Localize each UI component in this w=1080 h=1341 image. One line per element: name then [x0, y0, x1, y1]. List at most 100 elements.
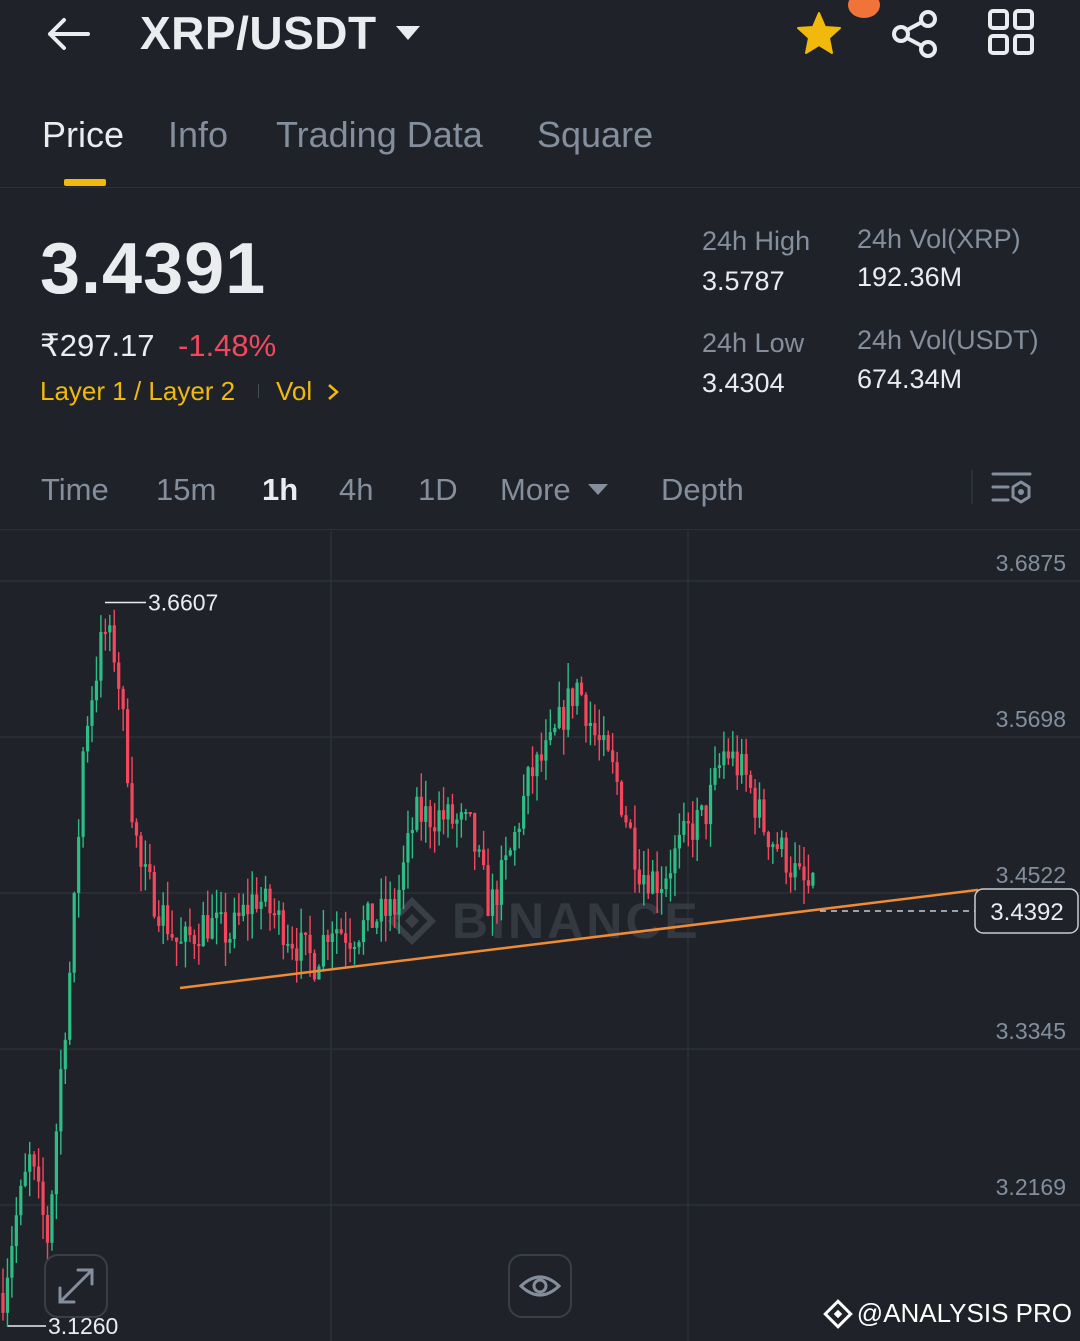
vol-base-value: 192.36M: [857, 262, 963, 292]
tab-price[interactable]: Price: [42, 114, 125, 155]
candle-up: [63, 1032, 67, 1085]
candle-down: [206, 890, 210, 943]
candle-down: [784, 832, 788, 885]
candle-body: [384, 898, 388, 916]
candle-body: [317, 966, 321, 980]
candle-body: [5, 1277, 10, 1313]
favorite-button[interactable]: [792, 8, 846, 62]
candle-up: [335, 911, 339, 954]
candle-up: [401, 845, 406, 910]
grid-icon: [988, 9, 1034, 55]
interval-4h[interactable]: 4h: [339, 472, 374, 507]
candle-body: [811, 872, 815, 886]
candle-body: [495, 889, 499, 905]
candle-body: [148, 864, 152, 873]
chart-settings-button[interactable]: [990, 468, 1036, 510]
interval-time[interactable]: Time: [41, 472, 109, 507]
candle-down: [370, 903, 374, 929]
candle-up: [553, 723, 557, 736]
candle-body: [366, 903, 370, 921]
candle-body: [299, 932, 303, 961]
candle-up: [673, 835, 677, 897]
candle-body: [686, 821, 690, 824]
candle-down: [704, 804, 708, 840]
interval-divider: [971, 470, 973, 504]
candle-body: [722, 751, 726, 766]
candle-up: [321, 909, 325, 972]
candle-up: [642, 850, 646, 906]
candle-up: [77, 819, 81, 918]
candle-down: [246, 878, 250, 941]
candle-body: [192, 935, 196, 945]
grid-menu-button[interactable]: [984, 8, 1040, 60]
visibility-button[interactable]: [508, 1254, 572, 1318]
tab-info[interactable]: Info: [168, 114, 229, 155]
candle-up: [508, 847, 512, 857]
candle-body: [522, 795, 526, 829]
candle-down: [749, 770, 753, 794]
category-tag[interactable]: Layer 1 / Layer 2: [40, 376, 236, 406]
candle-body: [77, 836, 81, 894]
candle-body: [606, 735, 610, 751]
candle-body: [548, 732, 552, 741]
candle-down: [633, 805, 637, 893]
candle-body: [59, 1069, 63, 1132]
candle-down: [272, 898, 277, 929]
back-button[interactable]: [40, 10, 100, 60]
candle-body: [68, 972, 72, 1040]
candle-down: [304, 932, 308, 956]
candle-body: [789, 872, 793, 878]
candle-up: [263, 875, 268, 907]
tab-square[interactable]: Square: [537, 114, 654, 155]
current-price-badge: [974, 888, 1079, 934]
candle-body: [210, 918, 214, 939]
interval-1d[interactable]: 1D: [418, 472, 458, 507]
candle-body: [232, 912, 236, 939]
arrow-left-icon: [48, 18, 90, 50]
chevron-down-icon[interactable]: [396, 26, 420, 40]
candle-body: [717, 765, 722, 768]
candle-body: [793, 863, 797, 878]
candle-up: [99, 615, 103, 698]
candle-down: [606, 730, 610, 753]
candle-body: [130, 783, 134, 823]
candle-up: [250, 871, 254, 939]
candle-body: [250, 894, 254, 915]
candle-body: [682, 821, 686, 835]
expand-button[interactable]: [44, 1254, 108, 1318]
candle-up: [522, 774, 526, 836]
candle-body: [526, 767, 530, 796]
candle-body: [464, 812, 468, 815]
candle-body: [139, 835, 143, 867]
candle-body: [544, 740, 548, 761]
brand-label: @ANALYSIS PRO: [856, 1298, 1072, 1328]
candle-down: [117, 652, 121, 710]
candle-down: [441, 787, 446, 835]
interval-1h[interactable]: 1h: [262, 472, 299, 507]
candle-body: [401, 862, 406, 890]
share-button[interactable]: [888, 8, 944, 60]
candle-body: [757, 799, 762, 818]
pair-title[interactable]: XRP/USDT: [140, 7, 377, 59]
candle-down: [384, 876, 388, 942]
candle-up: [219, 891, 223, 924]
interval-15m[interactable]: 15m: [156, 472, 217, 507]
y-tick-label: 3.2169: [996, 1174, 1066, 1200]
tab-trading-data[interactable]: Trading Data: [276, 114, 483, 155]
candle-up: [352, 941, 357, 965]
candle-body: [174, 937, 179, 942]
candle-up: [464, 808, 468, 821]
vol-quote-label: 24h Vol(USDT): [857, 325, 1039, 355]
candle-down: [268, 884, 272, 931]
depth-tab[interactable]: Depth: [661, 472, 744, 507]
candle-up: [731, 731, 735, 767]
support-trendline: [179, 888, 979, 990]
interval-more[interactable]: More: [500, 472, 571, 507]
candle-down: [281, 902, 285, 960]
candle-body: [206, 915, 210, 939]
caret-down-icon[interactable]: [588, 484, 608, 495]
vol-tag[interactable]: Vol: [276, 376, 341, 407]
candle-body: [677, 834, 681, 849]
price-chart[interactable]: 3.6875 3.5698 3.4522 3.3345 3.2169 BINANCE 3…: [0, 531, 1080, 1341]
